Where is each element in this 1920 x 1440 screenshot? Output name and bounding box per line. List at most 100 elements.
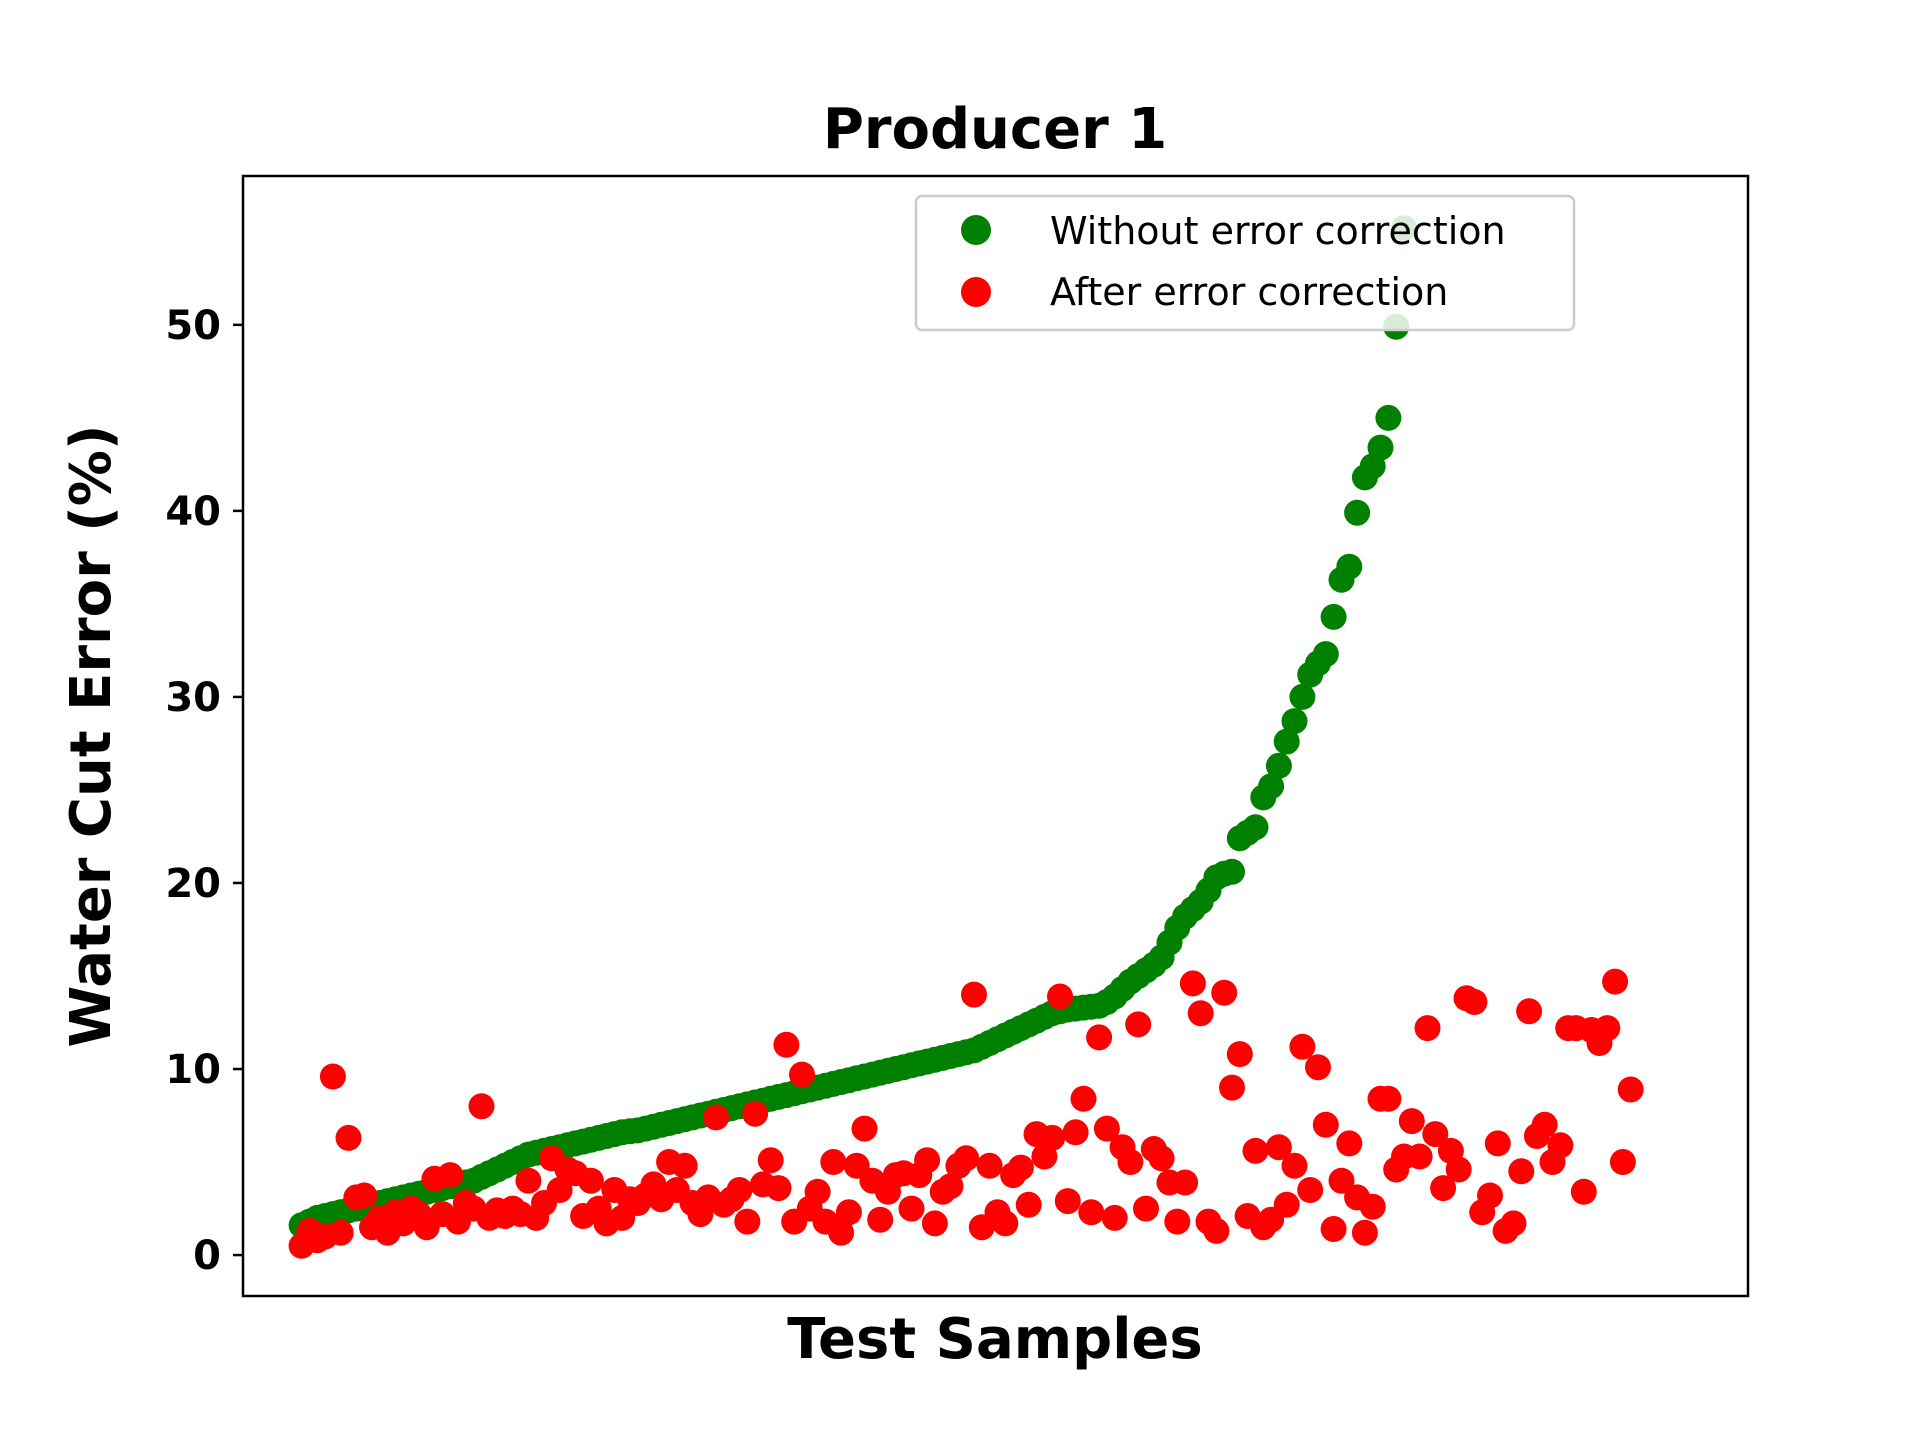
data-point: [734, 1208, 761, 1235]
data-point: [1203, 1217, 1230, 1244]
data-point: [1461, 989, 1488, 1015]
data-point: [953, 1145, 980, 1172]
y-tick-label: 40: [165, 489, 221, 535]
data-point: [1398, 1108, 1425, 1135]
data-point: [1516, 998, 1543, 1025]
data-point: [1086, 1024, 1113, 1051]
data-point: [351, 1182, 378, 1209]
data-point: [437, 1162, 464, 1189]
data-point: [1500, 1210, 1527, 1237]
data-point: [1281, 708, 1308, 735]
data-point: [1320, 1216, 1347, 1242]
data-point: [577, 1167, 604, 1194]
data-point: [1125, 1011, 1152, 1038]
data-point: [1226, 1041, 1253, 1068]
data-point: [1375, 1085, 1402, 1112]
data-point: [1070, 1085, 1097, 1112]
data-point: [1219, 858, 1245, 885]
data-point: [992, 1210, 1019, 1237]
data-point: [820, 1149, 847, 1175]
data-point: [1477, 1182, 1503, 1209]
plot-frame: [241, 174, 1750, 1298]
data-point: [742, 1100, 769, 1127]
legend: Without error correction After error cor…: [914, 194, 1576, 332]
data-point: [1258, 773, 1285, 800]
data-point: [1179, 970, 1206, 997]
data-point: [703, 1104, 729, 1131]
data-point: [828, 1219, 855, 1246]
data-point: [789, 1061, 815, 1088]
series-after-correction: [288, 968, 1644, 1259]
data-point: [1242, 814, 1269, 841]
data-point: [867, 1206, 894, 1233]
x-axis-label: Test Samples: [787, 1307, 1202, 1372]
data-point: [1602, 968, 1629, 995]
data-point: [851, 1115, 878, 1142]
data-point: [1344, 499, 1371, 526]
data-points: [288, 215, 1644, 1259]
data-point: [1351, 1219, 1378, 1246]
data-point: [1594, 1015, 1621, 1042]
data-point: [1328, 1167, 1355, 1194]
data-point: [1273, 728, 1300, 755]
data-point: [726, 1177, 753, 1203]
data-point: [921, 1210, 948, 1237]
data-point: [319, 1063, 346, 1090]
chart-title: Producer 1: [823, 97, 1167, 162]
data-point: [1062, 1119, 1089, 1146]
data-point: [1375, 404, 1402, 431]
data-point: [1078, 1199, 1105, 1226]
data-point: [1336, 1130, 1363, 1157]
legend-marker-without-correction: [961, 215, 991, 245]
legend-box: [914, 194, 1576, 332]
data-point: [1547, 1132, 1574, 1159]
data-point: [1219, 1074, 1245, 1101]
data-point: [765, 1175, 792, 1202]
data-point: [914, 1147, 941, 1174]
data-point: [1430, 1175, 1457, 1202]
data-point: [1117, 1149, 1144, 1175]
y-tick-label: 30: [165, 675, 221, 721]
data-point: [1359, 1193, 1386, 1220]
data-point: [1273, 1191, 1300, 1218]
y-axis-label: Water Cut Error (%): [59, 424, 124, 1047]
data-point: [1422, 1121, 1449, 1148]
data-point: [1265, 1134, 1292, 1161]
data-point: [1101, 1204, 1128, 1231]
data-point: [1054, 1188, 1081, 1215]
legend-label-without-correction: Without error correction: [1050, 209, 1506, 253]
data-point: [468, 1093, 495, 1120]
data-point: [1406, 1143, 1433, 1170]
y-tick-label: 20: [165, 861, 221, 907]
data-point: [773, 1031, 800, 1058]
data-point: [515, 1167, 542, 1194]
data-point: [1187, 1000, 1214, 1027]
data-point: [1531, 1111, 1558, 1138]
data-point: [757, 1147, 784, 1174]
data-point: [1336, 553, 1363, 580]
data-point: [1508, 1158, 1535, 1185]
data-point: [1414, 1015, 1441, 1042]
y-tick-label: 10: [165, 1047, 221, 1093]
data-point: [976, 1152, 1003, 1179]
data-point: [835, 1199, 862, 1226]
data-point: [1367, 434, 1394, 461]
data-point: [1015, 1191, 1042, 1218]
y-tick-label: 0: [193, 1233, 221, 1279]
data-point: [1093, 1115, 1120, 1142]
data-point: [1281, 1152, 1308, 1179]
data-point: [1289, 1033, 1316, 1060]
data-point: [1312, 641, 1339, 668]
data-point: [804, 1178, 831, 1205]
data-point: [1133, 1195, 1159, 1222]
data-point: [1148, 1145, 1175, 1172]
legend-label-after-correction: After error correction: [1050, 270, 1448, 314]
data-point: [1242, 1137, 1269, 1164]
data-point: [1164, 1208, 1191, 1235]
data-point: [1289, 683, 1316, 710]
data-point: [1047, 983, 1073, 1010]
data-point: [1312, 1111, 1339, 1138]
data-point: [937, 1173, 964, 1200]
data-point: [1007, 1154, 1034, 1181]
